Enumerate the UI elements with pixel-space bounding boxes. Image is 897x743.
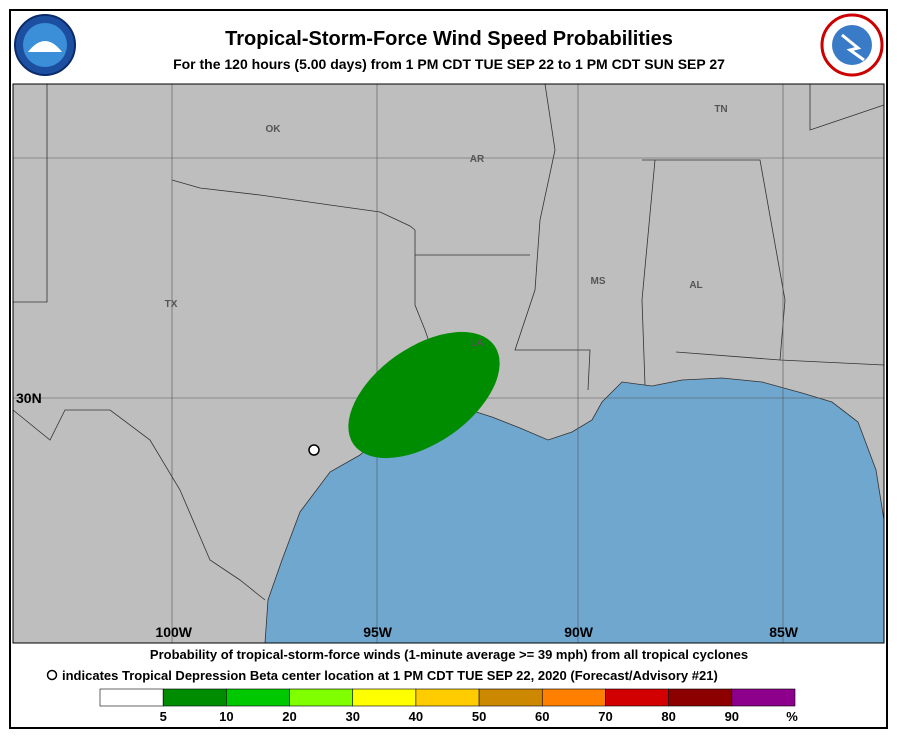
state-label: AR bbox=[470, 154, 485, 165]
lon-label: 100W bbox=[155, 624, 192, 640]
legend-label: 20 bbox=[282, 709, 296, 724]
footer-line: indicates Tropical Depression Beta cente… bbox=[62, 668, 718, 683]
footer-line: Probability of tropical-storm-force wind… bbox=[150, 647, 748, 662]
legend-swatch bbox=[605, 688, 669, 707]
legend-label: 80 bbox=[661, 709, 675, 724]
legend-swatch bbox=[415, 688, 480, 707]
legend-swatch bbox=[668, 688, 733, 707]
legend-label: 10 bbox=[219, 709, 233, 724]
legend-label: 90 bbox=[725, 709, 739, 724]
lon-label: 90W bbox=[564, 624, 594, 640]
state-label: TN bbox=[714, 104, 727, 115]
subtitle: For the 120 hours (5.00 days) from 1 PM … bbox=[173, 56, 725, 72]
center-location bbox=[308, 444, 320, 456]
legend-unit: % bbox=[786, 709, 798, 724]
lon-label: 85W bbox=[769, 624, 799, 640]
state-label: OK bbox=[266, 124, 282, 135]
state-label: AL bbox=[689, 280, 702, 291]
lat-label: 30N bbox=[16, 390, 42, 406]
title: Tropical-Storm-Force Wind Speed Probabil… bbox=[225, 28, 673, 50]
state-label: TX bbox=[165, 299, 178, 310]
boundaries bbox=[12, 83, 885, 643]
legend-label: 40 bbox=[409, 709, 423, 724]
map-border bbox=[12, 83, 885, 644]
probability-area bbox=[348, 331, 500, 459]
state-label: MS bbox=[591, 276, 606, 287]
legend-label: 60 bbox=[535, 709, 549, 724]
legend-label: 30 bbox=[345, 709, 359, 724]
legend-swatch bbox=[352, 688, 417, 707]
legend-swatch bbox=[478, 688, 543, 707]
legend-label: 70 bbox=[598, 709, 612, 724]
legend-swatch bbox=[541, 688, 606, 707]
noaa-logo bbox=[14, 14, 76, 76]
legend-swatch bbox=[289, 688, 354, 707]
legend-label: 5 bbox=[160, 709, 167, 724]
legend-swatch bbox=[226, 688, 290, 707]
legend-label: 50 bbox=[472, 709, 486, 724]
center-symbol bbox=[46, 669, 58, 681]
map: 30N 100W 95W 90W 85W OK AR TN TX MS AL LA bbox=[12, 83, 885, 644]
nws-logo bbox=[820, 13, 884, 77]
legend-swatch bbox=[731, 688, 796, 707]
lon-label: 95W bbox=[363, 624, 393, 640]
legend-swatch bbox=[162, 688, 227, 707]
legend-swatch bbox=[99, 688, 164, 707]
state-label: LA bbox=[470, 338, 483, 349]
